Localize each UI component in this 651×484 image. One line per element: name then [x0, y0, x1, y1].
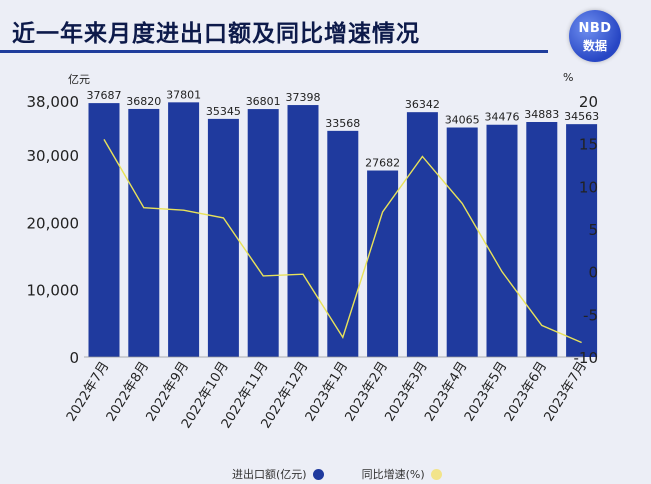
bar-value-label: 35345	[206, 105, 241, 118]
bar-value-label: 33568	[325, 117, 360, 130]
bar	[566, 124, 598, 357]
bar-value-labels: 37687 36820 37801 35345 36801 37398 33568 27682…	[87, 88, 600, 169]
bar-value-label: 37801	[166, 88, 201, 101]
bar	[207, 118, 239, 357]
bar	[287, 105, 319, 358]
bar-value-label: 34563	[564, 110, 599, 123]
right-tick-label: 5	[588, 221, 598, 239]
right-tick-label: 20	[579, 93, 598, 111]
nbd-logo: NBD 数据	[569, 10, 621, 62]
title-underline	[0, 50, 548, 53]
right-tick-label: 0	[588, 264, 598, 282]
bar	[446, 127, 478, 357]
bar-series	[88, 102, 598, 358]
bar-value-label: 36801	[246, 95, 281, 108]
legend: 进出口额(亿元) 同比增速(%)	[232, 466, 442, 482]
left-tick-label: 20,000	[27, 214, 80, 232]
chart-canvas: 37687 36820 37801 35345 36801 37398 33568 27682…	[27, 71, 600, 431]
bar	[168, 102, 200, 357]
chart-title: 近一年来月度进出口额及同比增速情况	[12, 21, 420, 47]
right-axis: % -10 -5 0 5 10 15 20	[563, 71, 598, 367]
bar	[128, 108, 160, 358]
legend-label-trade: 进出口额(亿元)	[232, 468, 307, 481]
left-tick-label: 38,000	[27, 93, 80, 111]
right-tick-label: 10	[579, 178, 598, 196]
right-axis-unit: %	[563, 71, 573, 84]
left-tick-label: 30,000	[27, 147, 80, 165]
bar-value-label: 34476	[485, 111, 520, 124]
bar	[327, 130, 359, 357]
bar	[247, 109, 279, 357]
left-tick-label: 0	[69, 349, 79, 367]
growth-line-series	[103, 139, 582, 344]
right-tick-label: 15	[579, 136, 598, 154]
logo-text-data: 数据	[582, 39, 607, 53]
legend-swatch-trade	[312, 468, 324, 480]
left-tick-label: 10,000	[27, 282, 80, 300]
left-axis-unit: 亿元	[68, 73, 90, 86]
bar-value-label: 36342	[405, 98, 440, 111]
right-tick-label: -10	[574, 349, 599, 367]
bar-value-label: 34883	[524, 108, 559, 121]
bar	[406, 112, 438, 358]
left-axis: 亿元 0 10,000 20,000 30,000 38,000	[27, 73, 91, 367]
bar-value-label: 37687	[87, 89, 122, 102]
bar	[526, 121, 558, 357]
bar	[486, 124, 518, 357]
bar-value-label: 37398	[286, 91, 321, 104]
right-tick-label: -5	[583, 306, 598, 324]
bar	[367, 170, 399, 357]
logo-text-nbd: NBD	[578, 21, 612, 36]
bar-value-label: 34065	[445, 114, 480, 127]
bar	[88, 103, 120, 357]
bar-value-label: 27682	[365, 157, 400, 170]
bar-value-label: 36820	[126, 95, 161, 108]
x-axis: 2022年7月2022年8月2022年9月2022年10月2022年11月202…	[64, 356, 590, 431]
legend-swatch-growth	[430, 468, 442, 480]
legend-label-growth: 同比增速(%)	[361, 468, 425, 481]
